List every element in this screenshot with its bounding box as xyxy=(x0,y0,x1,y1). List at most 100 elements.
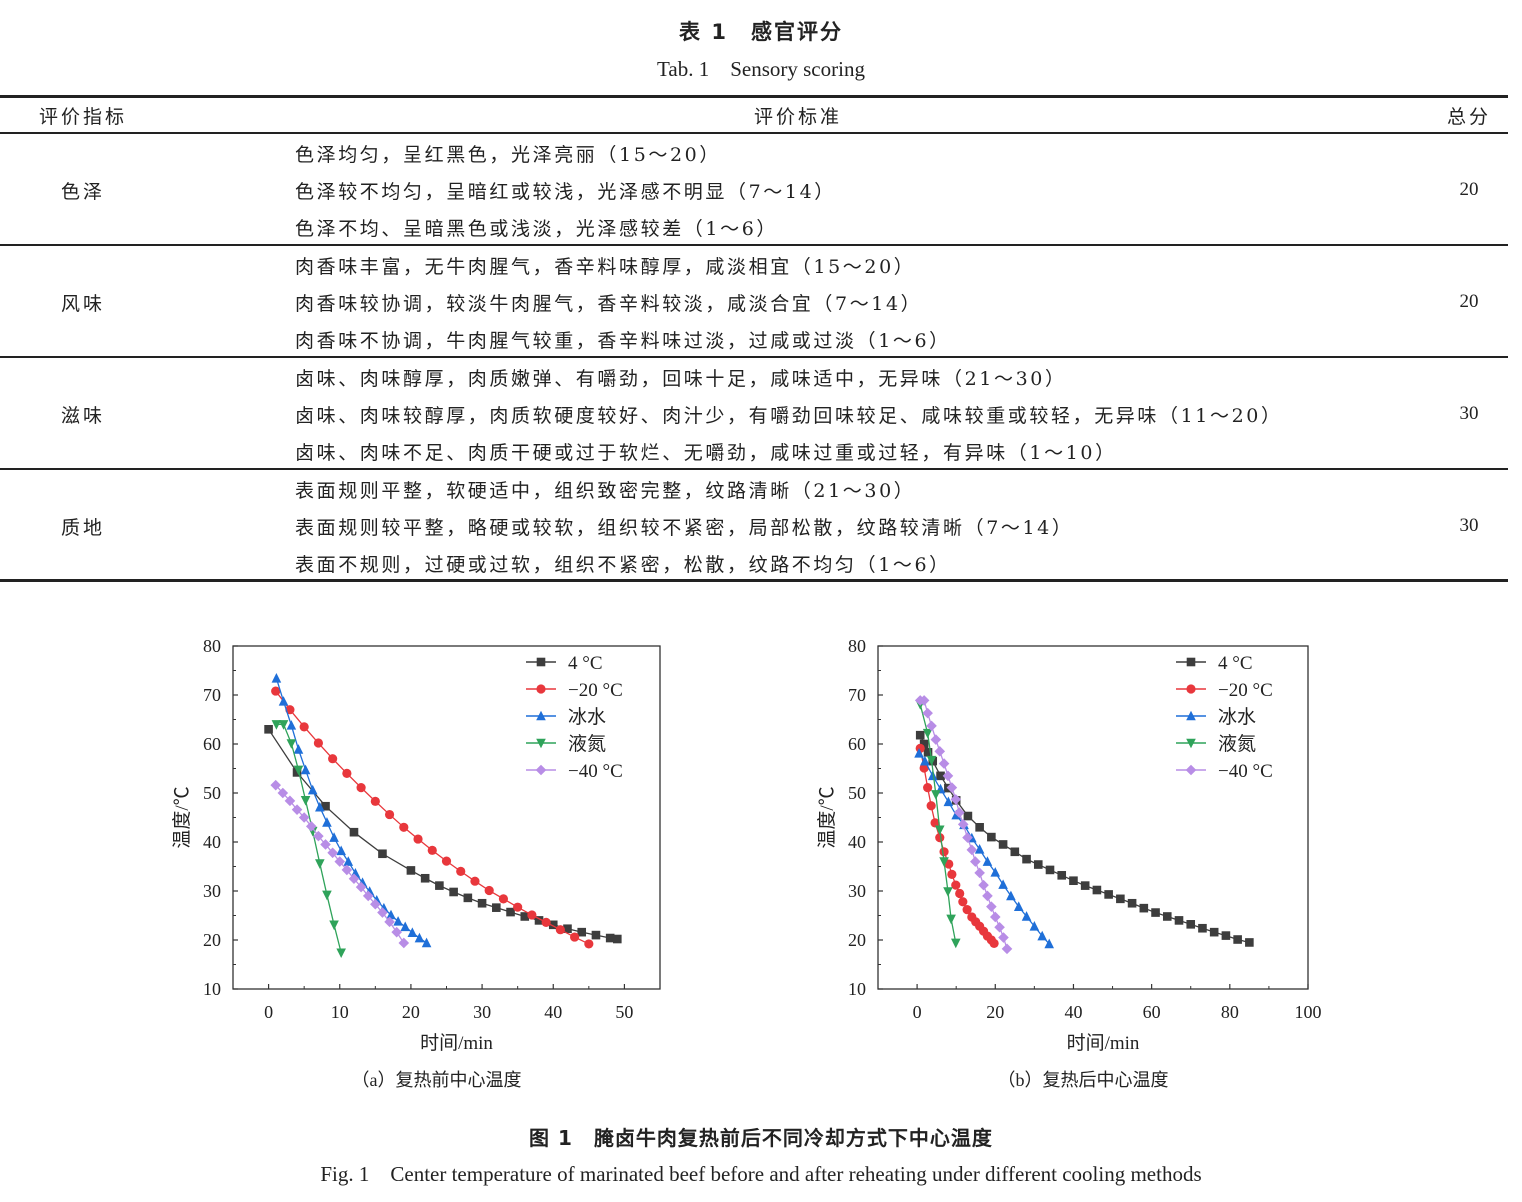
circle-marker xyxy=(958,897,968,907)
square-marker xyxy=(1104,890,1113,899)
x-tick-label: 40 xyxy=(544,1002,562,1022)
square-marker xyxy=(1022,854,1031,864)
legend-label: −40 °C xyxy=(1218,761,1273,782)
table-subtitle: Tab. 1 Sensory scoring xyxy=(657,57,865,81)
row-total: 30 xyxy=(1459,403,1479,424)
circle-marker xyxy=(413,834,423,844)
square-marker xyxy=(919,739,929,749)
square-marker xyxy=(406,866,416,875)
series-ice xyxy=(914,748,1055,949)
circle-marker xyxy=(513,902,523,912)
triangle-up-marker xyxy=(1037,930,1047,941)
legend-label: 冰水 xyxy=(1218,706,1256,728)
circle-marker xyxy=(962,905,972,915)
legend-entry: 液氮 xyxy=(1176,733,1256,755)
legend-entry: −40 °C xyxy=(1176,761,1273,782)
x-tick-label: 20 xyxy=(986,1002,1004,1022)
triangle-up-marker xyxy=(293,744,304,754)
circle-marker xyxy=(1186,684,1196,694)
table-title: 表 1 感官评分 xyxy=(679,20,843,44)
criterion-text: 色泽均匀，呈红黑色，光泽亮丽（15～20） xyxy=(295,144,721,166)
triangle-up-marker xyxy=(343,856,354,866)
triangle-up-marker xyxy=(1006,890,1016,901)
triangle-down-marker xyxy=(300,796,311,806)
triangle-down-marker xyxy=(329,920,339,931)
diamond-marker xyxy=(970,856,981,867)
series-m20C xyxy=(915,743,999,949)
series-m20C xyxy=(271,686,594,949)
circle-marker xyxy=(384,809,395,820)
square-marker xyxy=(563,924,572,934)
figure-charts: 10 20 30 40 50 60 70 80 0 10 20 30 40 50 时间/min 温度/℃ （a）… xyxy=(171,636,1322,1090)
circle-marker xyxy=(955,888,965,899)
circle-marker xyxy=(328,754,338,764)
triangle-up-marker xyxy=(1044,938,1055,949)
criterion-text: 肉香味较协调，较淡牛肉腥气，香辛料较淡，咸淡合宜（7～14） xyxy=(295,293,923,315)
x-tick-label: 80 xyxy=(1221,1002,1239,1022)
square-marker xyxy=(477,898,487,908)
triangle-up-marker xyxy=(421,937,432,948)
square-marker xyxy=(1080,881,1090,890)
triangle-down-marker xyxy=(931,790,941,800)
diamond-marker xyxy=(384,916,395,928)
diamond-marker xyxy=(962,832,973,843)
square-marker xyxy=(536,657,546,667)
diamond-marker xyxy=(270,779,281,791)
triangle-down-marker xyxy=(939,857,949,867)
diamond-marker xyxy=(341,864,353,876)
x-tick-label: 40 xyxy=(1064,1002,1082,1022)
diamond-marker xyxy=(938,758,950,769)
diamond-marker xyxy=(391,926,402,938)
chart-b: 10 20 30 40 50 60 70 80 0 20 40 60 80 100 时间/min 温度/℃ （b… xyxy=(816,636,1322,1090)
header-total: 总分 xyxy=(1446,106,1491,128)
y-tick-label: 40 xyxy=(203,832,221,852)
square-marker xyxy=(963,811,973,821)
triangle-up-marker xyxy=(998,879,1008,889)
diamond-marker xyxy=(370,898,381,910)
diamond-marker xyxy=(974,867,985,879)
circle-marker xyxy=(926,801,936,811)
triangle-up-marker xyxy=(982,856,993,866)
diamond-marker xyxy=(1001,943,1013,955)
header-rule xyxy=(0,132,1508,134)
square-marker xyxy=(1057,871,1067,880)
square-marker xyxy=(420,873,430,883)
diamond-marker xyxy=(334,856,346,867)
triangle-up-marker xyxy=(393,916,403,926)
legend-label: −20 °C xyxy=(568,680,623,701)
diamond-marker xyxy=(284,795,296,807)
diamond-marker xyxy=(998,932,1009,943)
y-tick-label: 70 xyxy=(203,685,221,705)
criterion-text: 表面规则平整，软硬适中，组织致密完整，纹路清晰（21～30） xyxy=(295,480,916,502)
triangle-up-marker xyxy=(1029,920,1040,931)
square-marker xyxy=(1198,923,1207,933)
circle-marker xyxy=(342,768,352,778)
legend-label: −40 °C xyxy=(568,761,623,782)
series-line xyxy=(275,690,590,945)
diamond-marker xyxy=(978,879,989,891)
triangle-down-marker xyxy=(271,720,282,730)
circle-marker xyxy=(427,845,437,855)
diamond-marker xyxy=(320,839,331,850)
row-divider xyxy=(0,244,1508,246)
series-m40C xyxy=(914,695,1013,955)
criterion-text: 表面规则较平整，略硬或较软，组织较不紧密，局部松散，纹路较清晰（7～14） xyxy=(295,517,1074,539)
diamond-marker xyxy=(291,804,303,815)
y-axis-label: 温度/℃ xyxy=(171,786,193,848)
y-tick-label: 70 xyxy=(848,685,866,705)
square-marker xyxy=(1116,894,1125,904)
x-tick-label: 60 xyxy=(1143,1002,1161,1022)
triangle-down-marker xyxy=(1186,738,1196,749)
square-marker xyxy=(998,840,1008,849)
triangle-up-marker xyxy=(329,832,339,842)
triangle-up-marker xyxy=(336,845,346,856)
row-divider xyxy=(0,468,1508,470)
diamond-marker xyxy=(989,911,1001,923)
diamond-marker xyxy=(950,794,962,805)
circle-marker xyxy=(947,869,957,879)
square-marker xyxy=(1151,908,1160,917)
x-tick-label: 100 xyxy=(1295,1002,1322,1022)
square-marker xyxy=(1221,931,1231,940)
circle-marker xyxy=(498,894,509,904)
circle-marker xyxy=(923,783,933,793)
